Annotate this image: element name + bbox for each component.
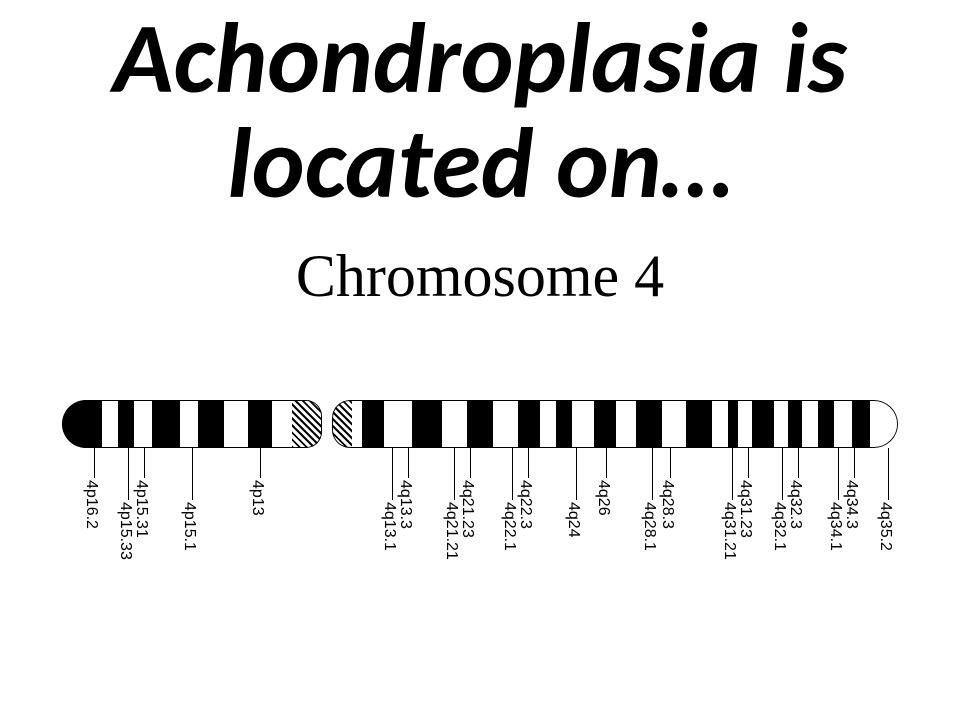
band-tick [94, 448, 95, 478]
band-tick [144, 448, 145, 478]
band-tick [732, 448, 733, 500]
band-label-text: 4q31.23 [736, 480, 754, 538]
band [467, 400, 493, 448]
slide-subtitle: Chromosome 4 [0, 242, 960, 311]
slide-title: Achondroplasia is located on… [0, 0, 960, 216]
band-tick [670, 448, 671, 478]
band-label-text: 4q28.3 [658, 480, 676, 529]
band-tick [606, 448, 607, 478]
band-tick [192, 448, 193, 500]
band-label-text: 4q28.1 [640, 502, 658, 551]
band [594, 400, 616, 448]
title-line-2: located on… [227, 102, 732, 224]
band-label-text: 4p13 [248, 480, 266, 516]
band-label-text: 4q32.3 [786, 480, 804, 529]
chromosome-ideogram: 4p16.24p15.334p15.314p15.14p134q13.14q13… [62, 400, 898, 660]
band-tick [748, 448, 749, 478]
band [332, 400, 352, 448]
slide: Achondroplasia is located on… Chromosome… [0, 0, 960, 720]
p-arm [62, 400, 322, 448]
band [852, 400, 870, 448]
ideogram-bar [62, 400, 898, 448]
band [788, 400, 802, 448]
band-tick [838, 448, 839, 500]
band [686, 400, 712, 448]
band [118, 400, 134, 448]
band-tick [652, 448, 653, 500]
band-tick [854, 448, 855, 478]
band [752, 400, 774, 448]
band-tick [512, 448, 513, 500]
band-label-text: 4q35.2 [876, 502, 894, 551]
band-tick [576, 448, 577, 500]
band [818, 400, 834, 448]
band-label-text: 4p15.1 [180, 502, 198, 551]
band-label-text: 4q21.23 [458, 480, 476, 538]
band-label-text: 4q26 [594, 480, 612, 516]
band-label-text: 4q34.3 [842, 480, 860, 529]
band-tick [798, 448, 799, 478]
band-tick [888, 448, 889, 500]
band [518, 400, 540, 448]
band-tick [470, 448, 471, 478]
q-arm [332, 400, 898, 448]
band [62, 400, 102, 448]
band-tick [260, 448, 261, 478]
band-label-text: 4q24 [564, 502, 582, 538]
band [152, 400, 180, 448]
band [248, 400, 272, 448]
band-tick [392, 448, 393, 500]
band-label-text: 4q22.3 [516, 480, 534, 529]
band-tick [454, 448, 455, 500]
band-tick [782, 448, 783, 500]
band [412, 400, 442, 448]
band [728, 400, 738, 448]
band [636, 400, 662, 448]
band [556, 400, 572, 448]
band-tick [408, 448, 409, 478]
band [198, 400, 224, 448]
band-label-text: 4p16.2 [82, 480, 100, 529]
band-label-text: 4q13.3 [396, 480, 414, 529]
band-label-text: 4p15.31 [132, 480, 150, 538]
band [362, 400, 384, 448]
band [292, 400, 322, 448]
band-tick [128, 448, 129, 500]
band-tick [528, 448, 529, 478]
